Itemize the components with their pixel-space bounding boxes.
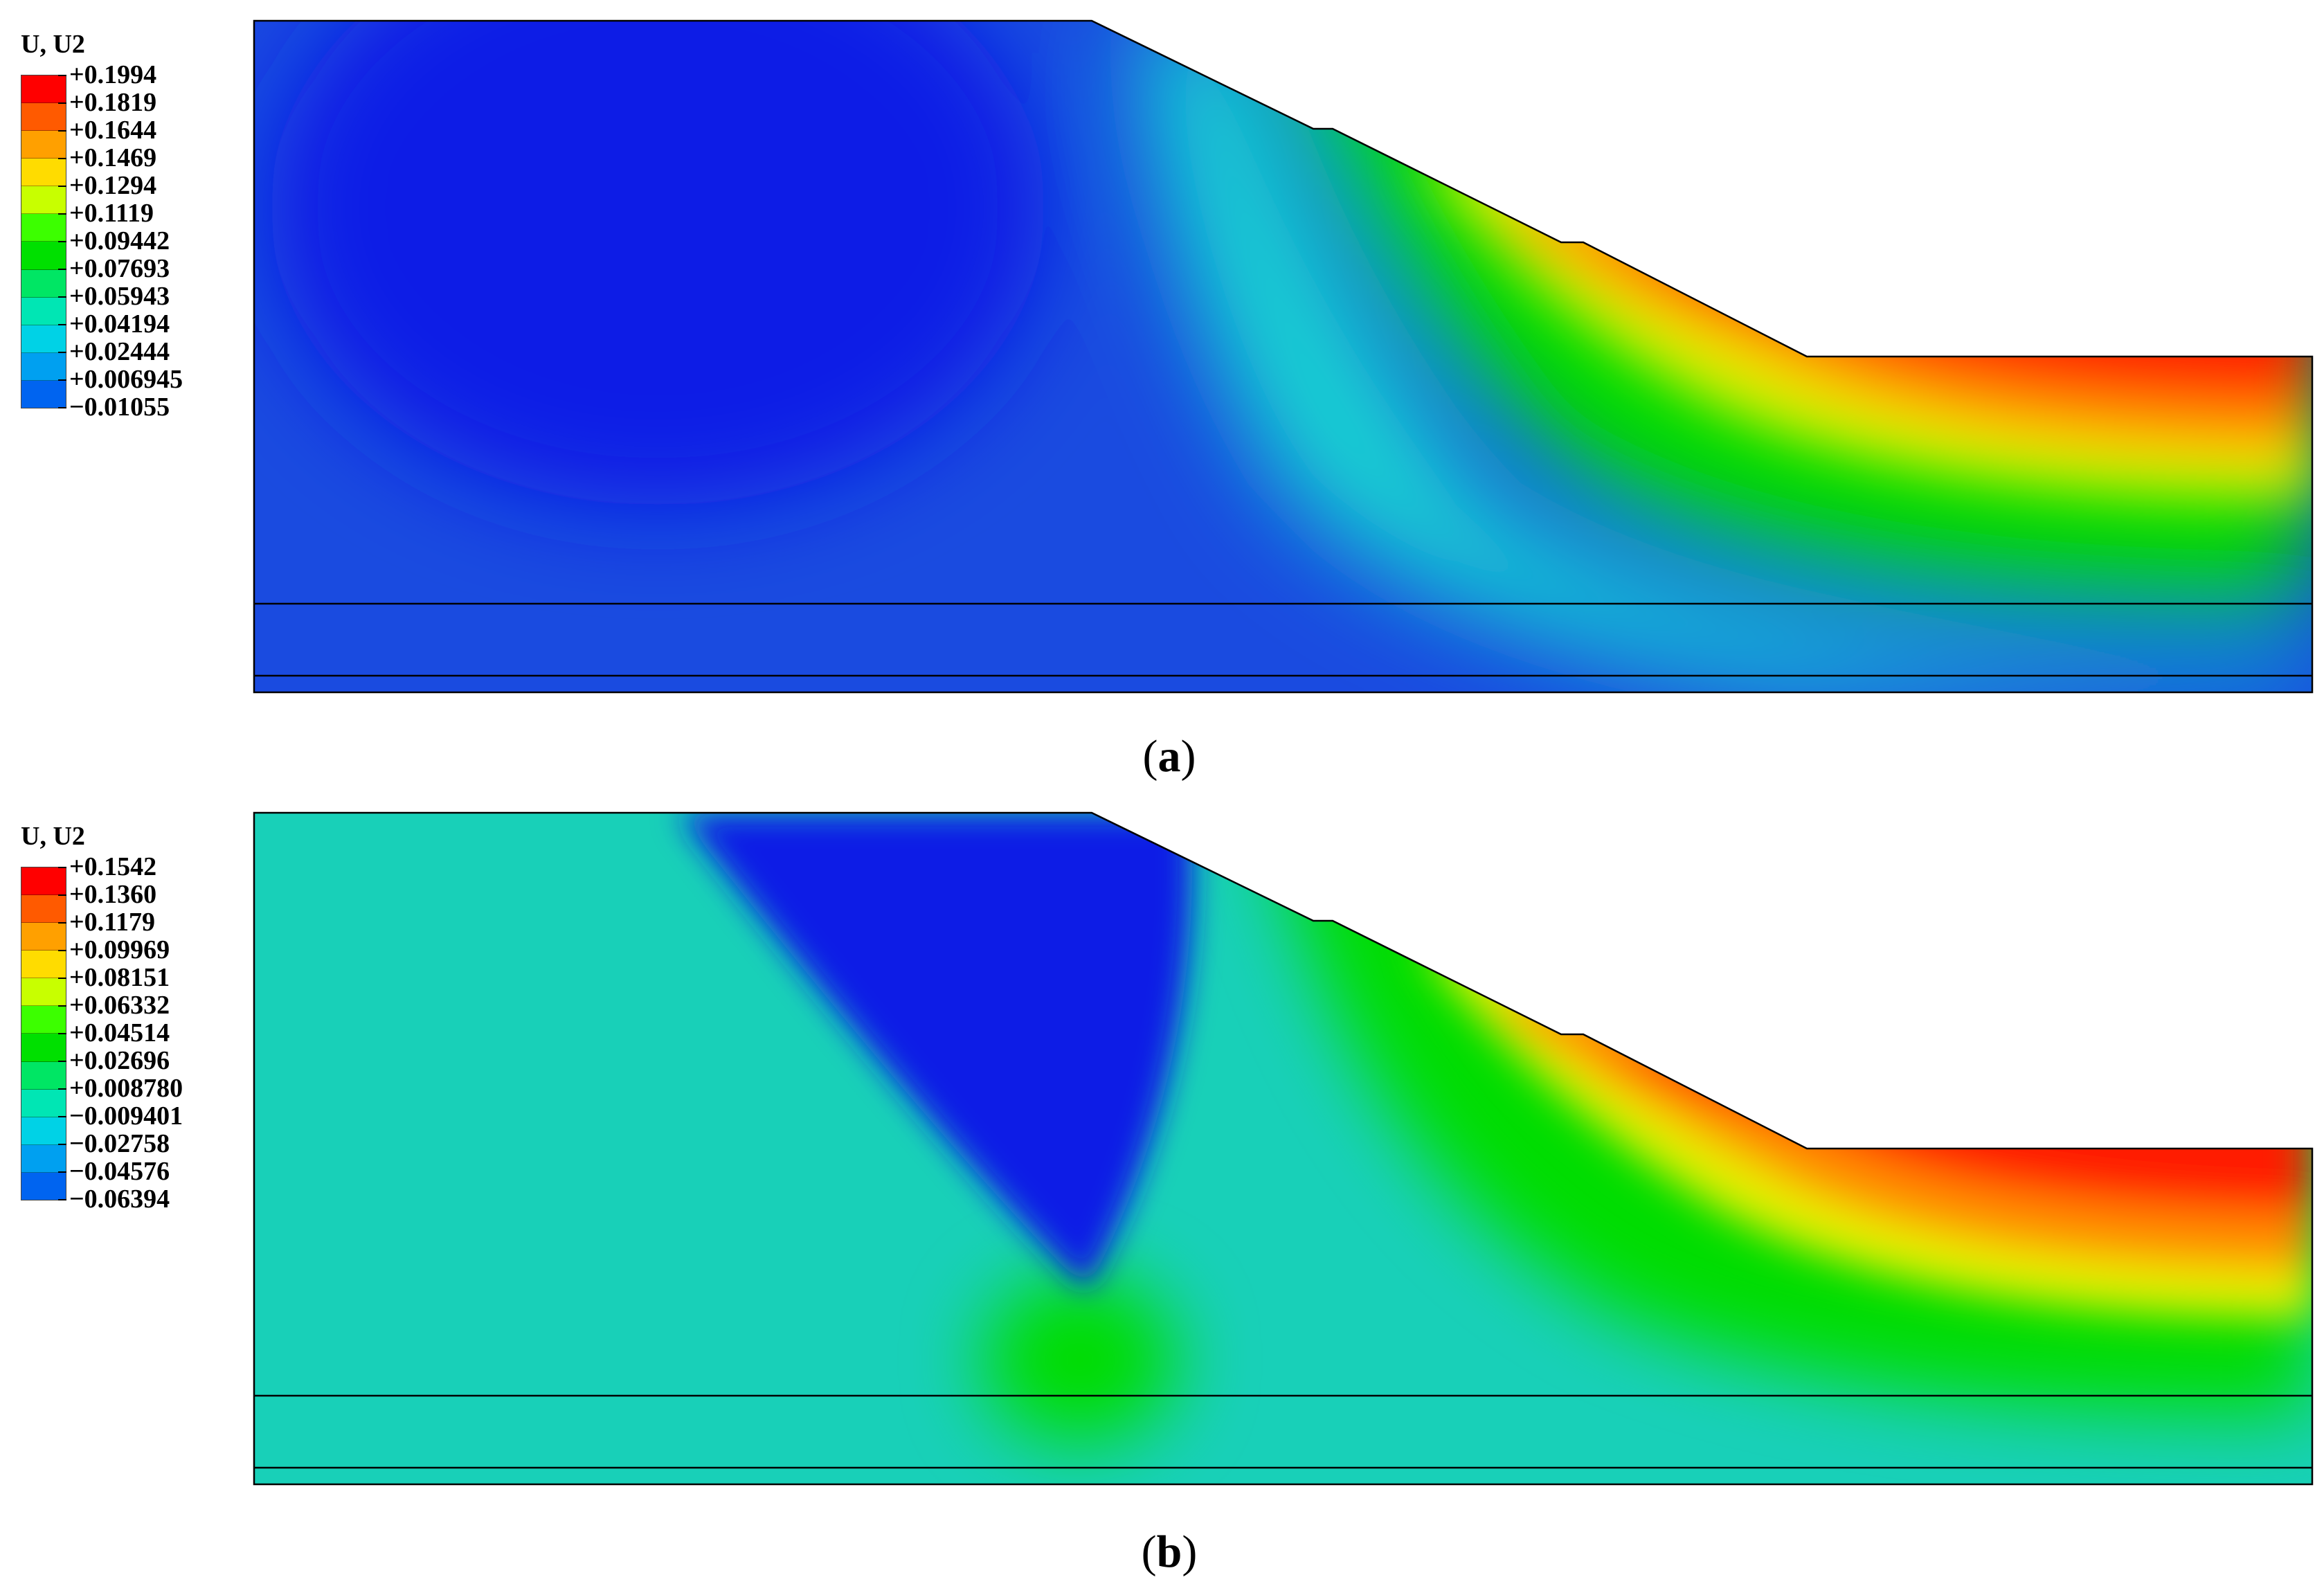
legend-label: +0.06332	[57, 991, 170, 1020]
legend-swatch	[21, 867, 66, 896]
displacement-contour-plot	[253, 19, 2314, 694]
panel-b: U, U2 +0.1542 +0.1360 +0.1179 +0.09969 +…	[0, 792, 2324, 1584]
legend-label: +0.1469	[57, 143, 157, 172]
legend-label: −0.02758	[57, 1129, 170, 1158]
legend-swatch	[21, 159, 66, 187]
legend-swatch	[21, 297, 66, 325]
legend-label: +0.05943	[57, 282, 170, 311]
legend-label: +0.1179	[57, 908, 156, 937]
legend-title: U, U2	[21, 30, 85, 59]
legend-label: +0.008780	[57, 1074, 183, 1103]
legend-swatch	[21, 1172, 66, 1200]
legend-label: +0.02696	[57, 1046, 170, 1075]
legend-label: +0.04514	[57, 1018, 170, 1047]
color-legend	[21, 867, 66, 1200]
legend-label: +0.04194	[57, 309, 170, 339]
legend-label: +0.08151	[57, 963, 170, 992]
legend-swatch	[21, 214, 66, 242]
caption-a: (a)	[1142, 731, 1196, 782]
legend-swatch	[21, 1061, 66, 1090]
caption-letter: b	[1156, 1527, 1182, 1577]
model-outline	[253, 811, 2314, 1486]
legend-label: +0.07693	[57, 254, 170, 283]
legend-swatch	[21, 1034, 66, 1062]
legend-swatch	[21, 1144, 66, 1173]
legend-title: U, U2	[21, 822, 85, 851]
legend-swatch	[21, 1117, 66, 1145]
caption-letter: a	[1158, 731, 1181, 782]
legend-swatch	[21, 103, 66, 132]
legend-label: +0.1819	[57, 88, 157, 117]
legend-swatch	[21, 186, 66, 215]
caption-b: (b)	[1141, 1527, 1198, 1577]
legend-swatch	[21, 269, 66, 298]
legend-label: +0.1119	[58, 199, 154, 228]
legend-swatch	[21, 1006, 66, 1034]
legend-swatch	[21, 895, 66, 924]
legend-swatch	[21, 1089, 66, 1117]
field-blob	[270, 21, 1045, 505]
legend-swatch	[21, 325, 66, 353]
legend-swatch	[21, 75, 66, 104]
legend-label: +0.02444	[57, 337, 170, 366]
legend-swatch	[21, 380, 66, 408]
legend-label: −0.06394	[57, 1185, 170, 1214]
model-outline	[253, 19, 2314, 694]
legend-label: +0.1994	[57, 60, 157, 89]
legend-label: +0.1294	[57, 171, 157, 200]
legend-label: −0.01055	[57, 393, 170, 422]
legend-swatch	[21, 978, 66, 1007]
legend-swatch	[21, 923, 66, 951]
legend-label: +0.006945	[57, 365, 183, 394]
legend-label: −0.04576	[57, 1157, 170, 1186]
legend-label: +0.1542	[57, 852, 157, 881]
legend-swatch	[21, 131, 66, 159]
contour-field	[254, 21, 2312, 692]
color-legend	[21, 75, 66, 408]
legend-label: +0.1360	[57, 880, 157, 909]
legend-swatch	[21, 242, 66, 270]
legend-swatch	[21, 352, 66, 381]
legend-swatch	[21, 951, 66, 979]
legend-label: +0.09442	[57, 226, 170, 255]
legend-label: −0.009401	[57, 1101, 183, 1131]
field-blob	[983, 1277, 1177, 1443]
legend-label: +0.09969	[57, 935, 170, 964]
displacement-contour-plot	[253, 811, 2314, 1486]
legend-label: +0.1644	[57, 116, 157, 145]
slope-outline	[253, 811, 2314, 1486]
field-blob	[678, 813, 1193, 1290]
slope-outline	[253, 19, 2314, 694]
field-blob	[1135, 21, 2312, 692]
panel-a: U, U2 +0.1994 +0.1819 +0.1644 +0.1469 +0…	[0, 0, 2324, 789]
